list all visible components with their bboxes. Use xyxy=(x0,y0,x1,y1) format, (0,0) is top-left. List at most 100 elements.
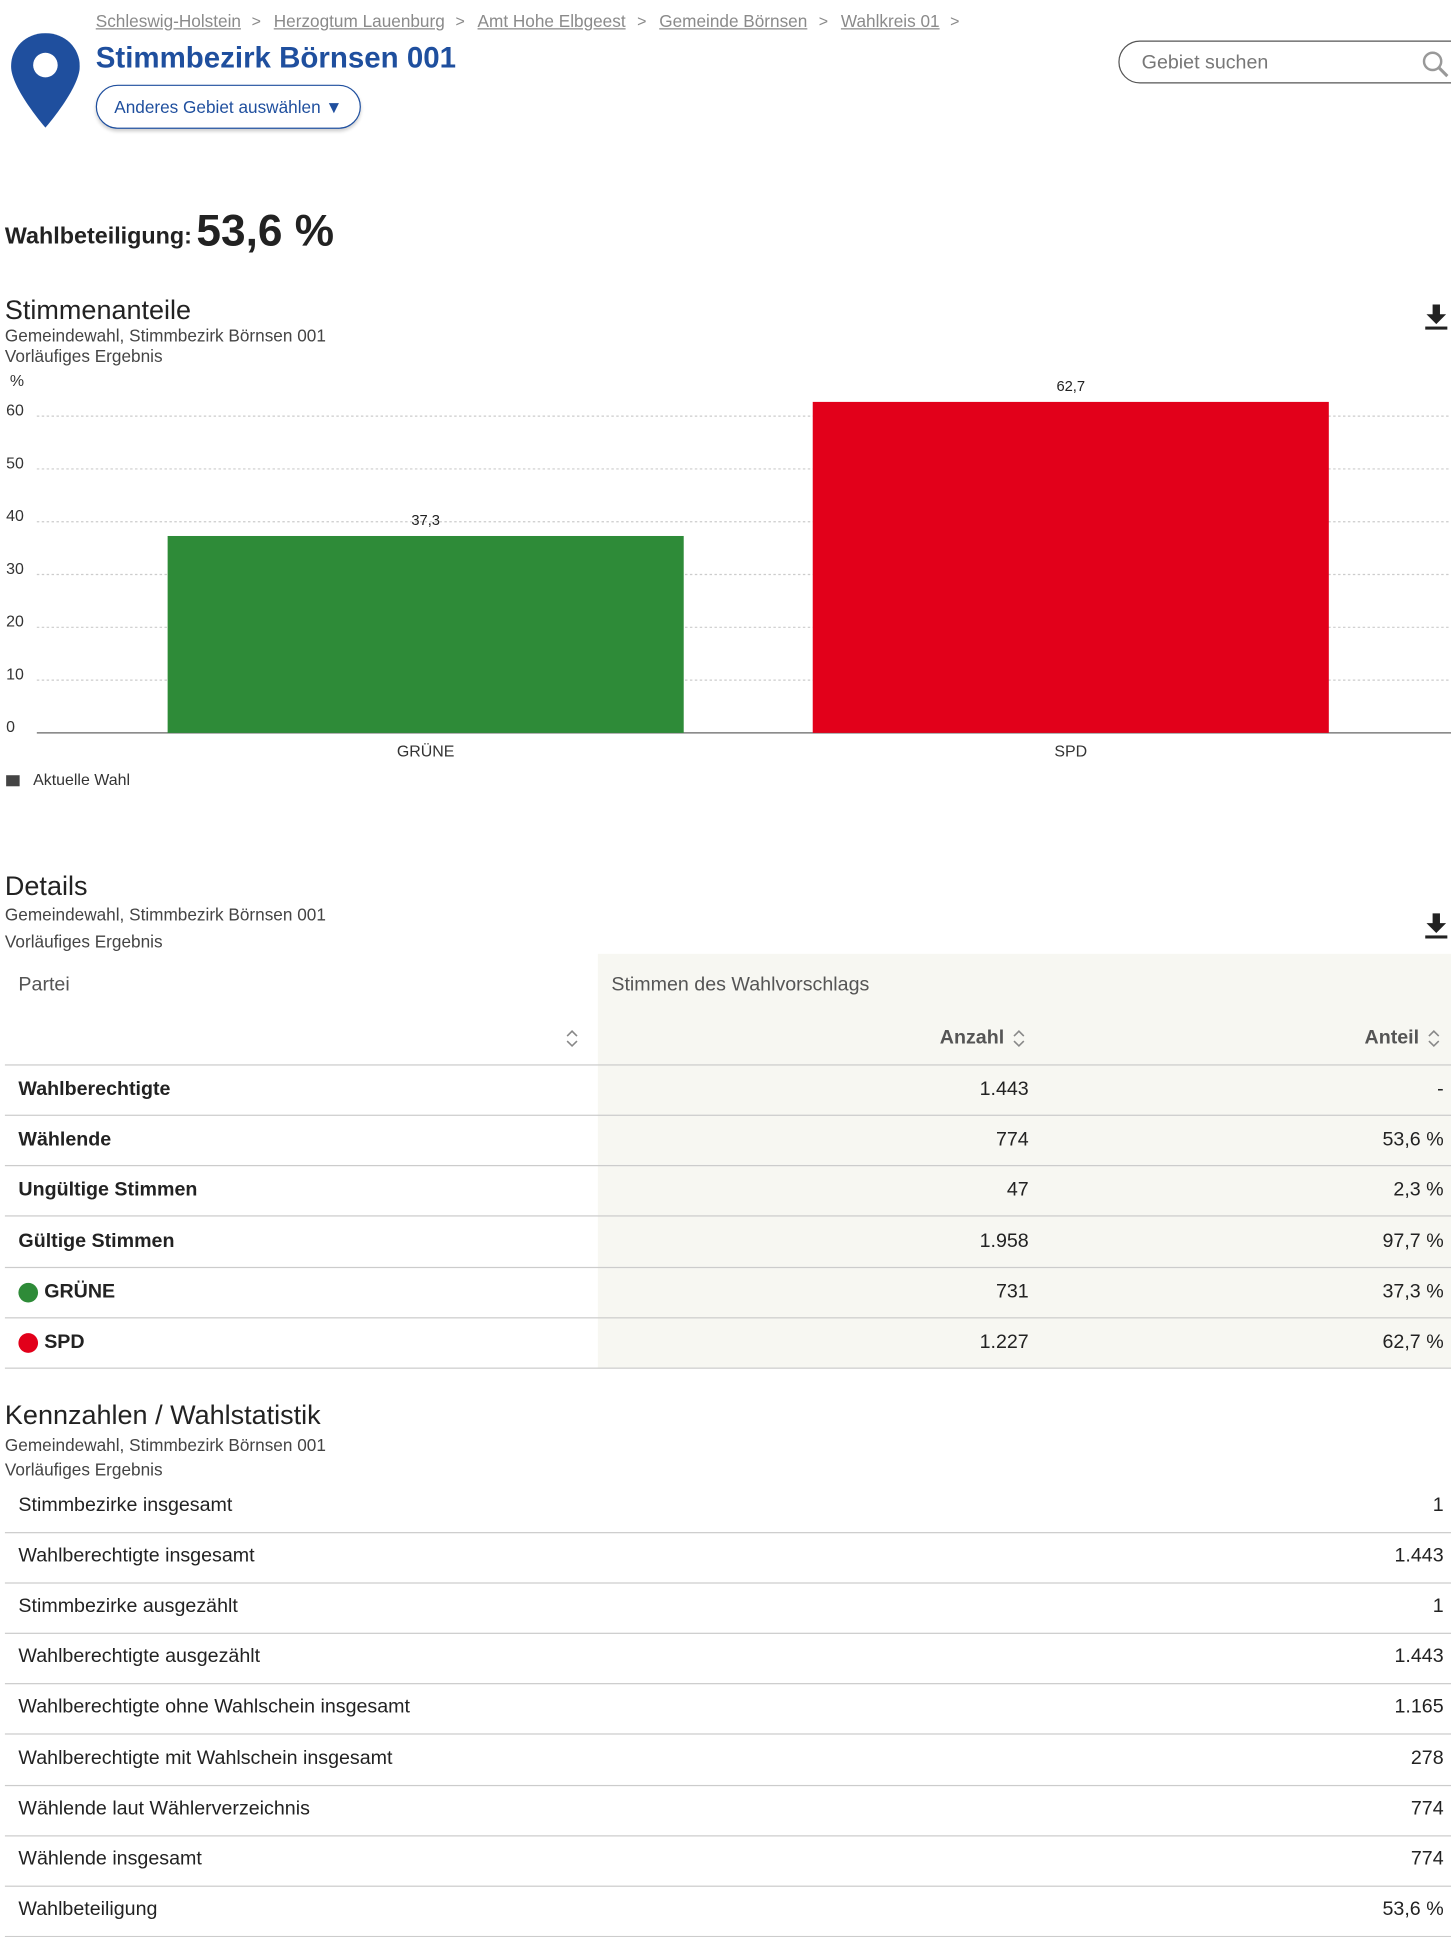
search-box[interactable] xyxy=(1118,40,1451,84)
row-count: 774 xyxy=(995,1129,1029,1151)
stat-value: 1.443 xyxy=(1394,1545,1444,1567)
breadcrumb-link[interactable]: Wahlkreis 01 xyxy=(840,11,940,31)
download-icon[interactable] xyxy=(1424,302,1449,331)
details-subtitle: Gemeindewahl, Stimmbezirk Börnsen 001 xyxy=(4,904,326,925)
breadcrumb-separator: > xyxy=(950,11,960,31)
breadcrumb-separator: > xyxy=(455,11,465,31)
chart-note: Vorläufiges Ergebnis xyxy=(4,346,163,366)
row-share: 37,3 % xyxy=(1382,1281,1444,1303)
breadcrumb-link[interactable]: Herzogtum Lauenburg xyxy=(273,11,445,31)
y-tick-label: 30 xyxy=(6,561,24,578)
turnout-label: Wahlbeteiligung: xyxy=(4,224,192,250)
stat-label: Wählende insgesamt xyxy=(18,1848,202,1870)
breadcrumb-separator: > xyxy=(818,11,829,31)
details-note: Vorläufiges Ergebnis xyxy=(4,931,163,952)
stat-value: 1 xyxy=(1432,1495,1444,1517)
stats-title: Kennzahlen / Wahlstatistik xyxy=(4,1399,321,1431)
stat-value: 1.165 xyxy=(1394,1697,1444,1718)
row-label: Gültige Stimmen xyxy=(18,1230,175,1252)
y-tick-label: 0 xyxy=(6,719,15,736)
row-divider xyxy=(4,1733,1451,1736)
row-label: Wahlberechtigte xyxy=(18,1079,171,1100)
sort-icon[interactable] xyxy=(1013,1029,1025,1049)
breadcrumb-link[interactable]: Schleswig-Holstein xyxy=(95,11,241,31)
x-tick-label: GRÜNE xyxy=(397,743,455,761)
row-divider xyxy=(4,1064,1451,1066)
column-header[interactable]: Anteil xyxy=(1364,1027,1420,1049)
row-divider xyxy=(4,1114,1451,1116)
row-share: 97,7 % xyxy=(1382,1230,1444,1252)
y-tick-label: 10 xyxy=(6,666,24,683)
breadcrumb-link[interactable]: Gemeinde Börnsen xyxy=(659,11,808,31)
row-divider xyxy=(4,1632,1451,1635)
search-placeholder[interactable]: Gebiet suchen xyxy=(1141,52,1269,74)
row-divider xyxy=(4,1834,1451,1836)
bar xyxy=(167,535,684,733)
x-tick-label: SPD xyxy=(1054,744,1087,761)
turnout-value: 53,6 % xyxy=(196,205,335,256)
area-select-button[interactable] xyxy=(95,84,361,129)
row-divider xyxy=(4,1266,1451,1268)
table-highlight-column xyxy=(597,953,1451,1368)
y-tick-label: 60 xyxy=(6,402,24,419)
party-color-dot xyxy=(18,1282,39,1303)
stats-note: Vorläufiges Ergebnis xyxy=(4,1459,163,1480)
sort-icon[interactable] xyxy=(566,1029,578,1049)
row-count: 1.227 xyxy=(979,1331,1029,1353)
bar xyxy=(812,401,1329,733)
row-label: SPD xyxy=(44,1331,85,1353)
sort-icon[interactable] xyxy=(1428,1029,1440,1049)
y-tick-label: 50 xyxy=(6,455,24,472)
row-count: 1.443 xyxy=(979,1079,1029,1100)
row-label: Wählende xyxy=(18,1129,112,1151)
area-select-button-label[interactable]: Anderes Gebiet auswählen ▼ xyxy=(114,96,343,117)
column-header[interactable]: Anzahl xyxy=(939,1027,1005,1049)
stat-value: 1.443 xyxy=(1394,1646,1444,1668)
row-share: 62,7 % xyxy=(1382,1331,1444,1353)
row-label: GRÜNE xyxy=(44,1281,116,1303)
y-tick-label: 40 xyxy=(6,508,24,525)
row-divider xyxy=(4,1165,1451,1167)
stat-label: Wahlberechtigte ausgezählt xyxy=(18,1646,261,1668)
stat-value: 774 xyxy=(1410,1848,1444,1870)
stat-value: 278 xyxy=(1410,1747,1444,1769)
row-divider xyxy=(4,1532,1451,1534)
breadcrumb-link[interactable]: Amt Hohe Elbgeest xyxy=(477,11,626,31)
row-divider xyxy=(4,1683,1451,1685)
data-label: 62,7 xyxy=(1056,379,1085,395)
chart-subtitle: Gemeindewahl, Stimmbezirk Börnsen 001 xyxy=(4,325,326,345)
y-tick-label: 20 xyxy=(6,614,24,631)
legend-label: Aktuelle Wahl xyxy=(33,772,130,789)
stat-label: Wahlberechtigte insgesamt xyxy=(18,1545,255,1567)
row-divider xyxy=(4,1784,1451,1786)
row-divider xyxy=(4,1582,1451,1584)
row-share: 53,6 % xyxy=(1382,1129,1444,1151)
row-divider xyxy=(4,1367,1451,1369)
stat-value: 53,6 % xyxy=(1382,1898,1444,1920)
breadcrumb-separator: > xyxy=(251,11,261,31)
row-label: Ungültige Stimmen xyxy=(18,1180,198,1202)
party-color-dot xyxy=(18,1333,39,1353)
search-icon[interactable] xyxy=(1420,49,1451,78)
stat-label: Wahlberechtigte ohne Wahlschein insgesam… xyxy=(18,1697,410,1718)
stat-value: 774 xyxy=(1410,1797,1444,1819)
breadcrumb-separator: > xyxy=(637,11,647,31)
chart-title: Stimmenanteile xyxy=(4,294,192,326)
legend-swatch xyxy=(6,775,20,787)
stat-value: 1 xyxy=(1432,1596,1444,1617)
location-pin-icon xyxy=(11,33,80,128)
bar-chart: % 0 10 20 30 40 50 60 GRÜNE SPD 37,3 62,7 Aktuelle W… xyxy=(6,373,1451,789)
row-divider xyxy=(4,1885,1451,1887)
stat-label: Stimmbezirke insgesamt xyxy=(18,1495,233,1517)
stats-subtitle: Gemeindewahl, Stimmbezirk Börnsen 001 xyxy=(4,1435,326,1455)
row-share: 2,3 % xyxy=(1393,1180,1444,1202)
column-group-header: Stimmen des Wahlvorschlags xyxy=(611,974,870,996)
download-icon[interactable] xyxy=(1424,911,1449,940)
row-share: - xyxy=(1437,1079,1444,1100)
row-divider xyxy=(4,1215,1451,1218)
column-header: Partei xyxy=(18,974,70,996)
details-title: Details xyxy=(4,870,88,902)
row-count: 1.958 xyxy=(979,1230,1029,1252)
y-axis-label: % xyxy=(10,373,24,390)
